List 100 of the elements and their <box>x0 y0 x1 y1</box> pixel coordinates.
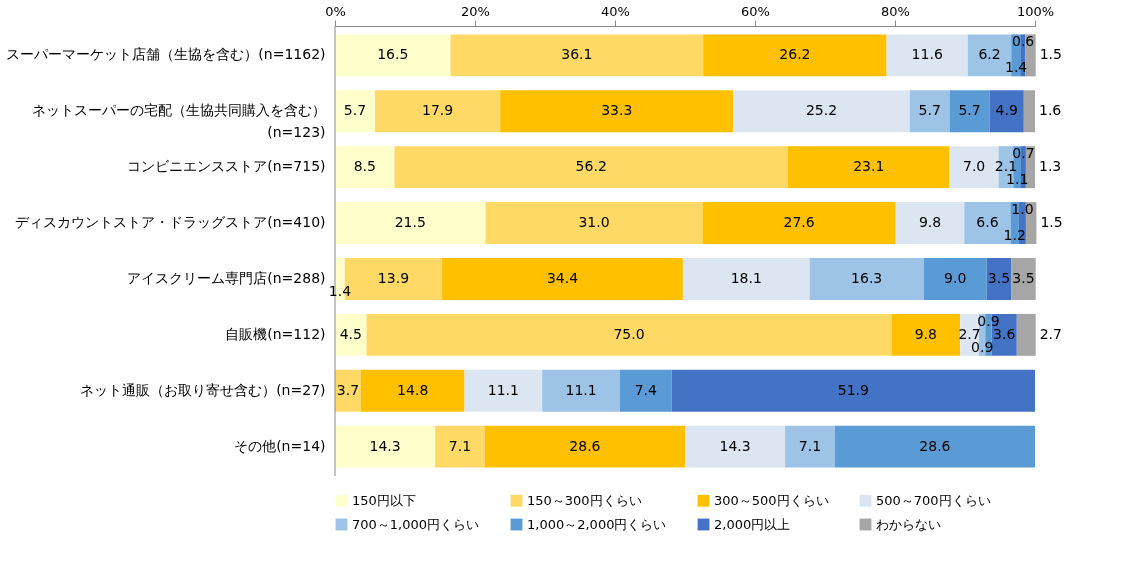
bar <box>787 146 950 189</box>
data-label: 34.4 <box>546 269 579 286</box>
bar <box>886 34 968 77</box>
x-tick-label: 80% <box>881 3 910 19</box>
bar <box>500 90 734 133</box>
data-label: 0.9 <box>971 338 994 355</box>
data-label: 0.6 <box>1011 33 1035 50</box>
bar <box>891 313 961 356</box>
bar <box>435 425 485 468</box>
bar <box>923 257 987 300</box>
data-label: 5.7 <box>958 102 981 119</box>
data-label: 56.2 <box>575 158 607 175</box>
bar <box>809 257 924 300</box>
legend-label: 700～1,000円くらい <box>352 516 480 532</box>
data-label: 28.6 <box>919 437 951 454</box>
data-label: 26.2 <box>779 46 811 63</box>
data-label: 1.5 <box>1039 46 1062 63</box>
bar <box>703 34 887 77</box>
bar <box>366 313 892 356</box>
legend-label: 300～500円くらい <box>714 492 829 508</box>
data-label: 14.3 <box>369 437 401 454</box>
data-label: 7.4 <box>634 381 658 398</box>
data-label: 6.2 <box>978 46 1001 63</box>
x-tick-label: 100% <box>1016 3 1055 19</box>
bar <box>909 90 950 133</box>
data-label: 17.9 <box>421 102 454 119</box>
data-label: 11.6 <box>911 46 943 63</box>
data-label: 11.1 <box>487 381 519 398</box>
legend-label: 150円以下 <box>352 492 416 508</box>
data-label: 21.5 <box>394 214 426 231</box>
bar <box>335 146 395 189</box>
data-label: 1.2 <box>1003 227 1026 244</box>
bar <box>989 90 1024 133</box>
bar <box>394 146 788 189</box>
data-label: 25.2 <box>805 102 838 119</box>
data-label: 18.1 <box>730 269 762 286</box>
data-label: 3.5 <box>1012 269 1035 286</box>
data-label: 36.1 <box>561 46 593 63</box>
data-label: 9.8 <box>918 214 942 231</box>
bar <box>335 34 451 77</box>
data-label: 28.6 <box>569 437 601 454</box>
x-tick-label: 0% <box>325 3 346 19</box>
y-tick-label: アイスクリーム専門店(n=288) <box>127 269 326 286</box>
data-label: 7.1 <box>448 437 472 454</box>
legend-label: 500～700円くらい <box>876 492 991 508</box>
data-label: 1.6 <box>1039 102 1062 119</box>
data-label: 27.6 <box>783 214 815 231</box>
data-label: 1.5 <box>1040 214 1063 231</box>
data-label: 33.3 <box>601 102 633 119</box>
y-tick-label: ディスカウントストア・ドラッグストア(n=410) <box>15 214 326 231</box>
bar <box>335 202 486 245</box>
bar <box>671 369 1035 412</box>
data-label: 75.0 <box>613 325 645 342</box>
data-label: 51.9 <box>837 381 869 398</box>
data-label: 13.9 <box>377 269 410 286</box>
bar <box>360 369 465 412</box>
bar <box>542 369 620 412</box>
data-label: 4.9 <box>995 102 1018 119</box>
bar <box>785 425 835 468</box>
data-label: 7.1 <box>798 437 822 454</box>
bar <box>450 34 704 77</box>
data-label: 23.1 <box>853 158 885 175</box>
data-label: 1.3 <box>1039 158 1062 175</box>
x-tick-label: 60% <box>741 3 770 19</box>
bar <box>1023 90 1035 133</box>
bar <box>949 90 990 133</box>
data-label: 5.7 <box>343 102 367 119</box>
bar <box>374 90 501 133</box>
bar <box>335 313 367 356</box>
y-tick-label: その他(n=14) <box>234 437 326 454</box>
bar <box>895 202 965 245</box>
bar <box>442 257 683 300</box>
data-label: 1.4 <box>328 282 352 299</box>
bar <box>485 202 703 245</box>
legend-label: わからない <box>876 516 941 532</box>
data-label: 14.8 <box>397 381 429 398</box>
bar <box>335 90 375 133</box>
data-label: 4.5 <box>339 325 362 342</box>
y-tick-label: 自販機(n=112) <box>225 325 326 342</box>
data-label: 14.3 <box>719 437 751 454</box>
legend-label: 150～300円くらい <box>527 492 642 508</box>
bar <box>1011 257 1036 300</box>
x-tick-label: 20% <box>461 3 490 19</box>
data-label: 16.5 <box>377 46 409 63</box>
data-label: 3.5 <box>987 269 1011 286</box>
legend-label: 2,000円以上 <box>714 516 791 532</box>
x-tick-label: 40% <box>601 3 630 19</box>
data-label: 16.3 <box>851 269 883 286</box>
bar <box>702 202 896 245</box>
data-label: 1.0 <box>1011 201 1034 218</box>
bar <box>335 425 436 468</box>
data-label: 3.6 <box>993 325 1016 342</box>
bar <box>1016 313 1036 356</box>
legend-label: 1,000～2,000円くらい <box>527 516 667 532</box>
bar <box>484 425 685 468</box>
data-label: 5.7 <box>918 102 941 119</box>
bar <box>619 369 672 412</box>
y-tick-label: ネット通販（お取り寄せ含む）(n=27) <box>80 381 326 398</box>
data-label: 9.8 <box>914 325 937 342</box>
y-tick-label: スーパーマーケット店舗（生協を含む）(n=1162) <box>6 46 326 63</box>
